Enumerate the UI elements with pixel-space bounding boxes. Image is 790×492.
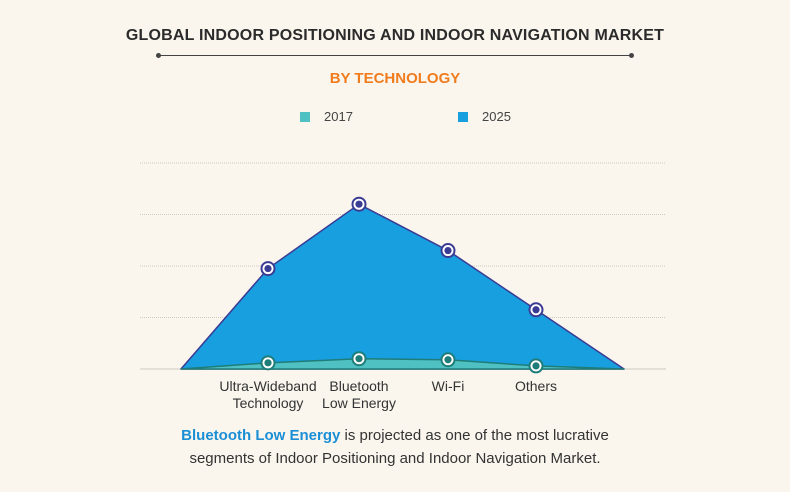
legend-item-2017: 2017 — [300, 109, 353, 124]
title-divider — [156, 53, 634, 58]
point-2025-3 — [444, 246, 452, 255]
x-tick-label-2: Bluetooth Low Energy — [299, 378, 419, 412]
x-tick-label-3: Wi-Fi — [388, 378, 508, 395]
x-tick-label-4: Others — [476, 378, 596, 395]
x-tick-label-4-line-1: Others — [514, 378, 557, 394]
legend-label-2025: 2025 — [482, 109, 511, 124]
point-2017-4 — [532, 362, 540, 370]
point-2025-2 — [355, 200, 363, 208]
caption-highlight: Bluetooth Low Energy — [181, 427, 341, 444]
x-tick-label-3-line-1: Wi-Fi — [431, 378, 465, 394]
x-tick-label-1-line-2: Technology — [232, 395, 304, 411]
legend: 2017 2025 — [0, 109, 790, 125]
chart-subtitle: BY TECHNOLOGY — [329, 70, 461, 87]
divider-dot-right — [629, 53, 634, 58]
point-2025-1 — [264, 264, 272, 273]
x-tick-label-2-line-2: Low Energy — [322, 395, 396, 411]
x-tick-label-2-line-1: Bluetooth — [329, 378, 389, 394]
caption-text-line2: segments of Indoor Positioning and Indoo… — [189, 450, 601, 467]
point-2017-3 — [444, 356, 452, 364]
area-2025 — [180, 203, 625, 370]
legend-swatch-2017 — [300, 111, 310, 122]
point-2017-1 — [264, 359, 272, 367]
caption: Bluetooth Low Energy is projected as one… — [0, 424, 790, 470]
legend-label-2017: 2017 — [324, 109, 353, 124]
x-tick-label-1-line-1: Ultra-Wideband — [219, 378, 317, 394]
caption-text-line1: is projected as one of the most lucrativ… — [340, 427, 609, 444]
x-tick-label-1: Ultra-Wideband Technology — [208, 378, 328, 412]
divider-dot-left — [156, 53, 161, 58]
point-2017-2 — [355, 355, 363, 363]
chart-title: GLOBAL INDOOR POSITIONING AND INDOOR NAV… — [125, 27, 665, 44]
legend-swatch-2025 — [458, 111, 468, 122]
point-2025-4 — [532, 306, 540, 314]
legend-item-2025: 2025 — [458, 109, 511, 124]
